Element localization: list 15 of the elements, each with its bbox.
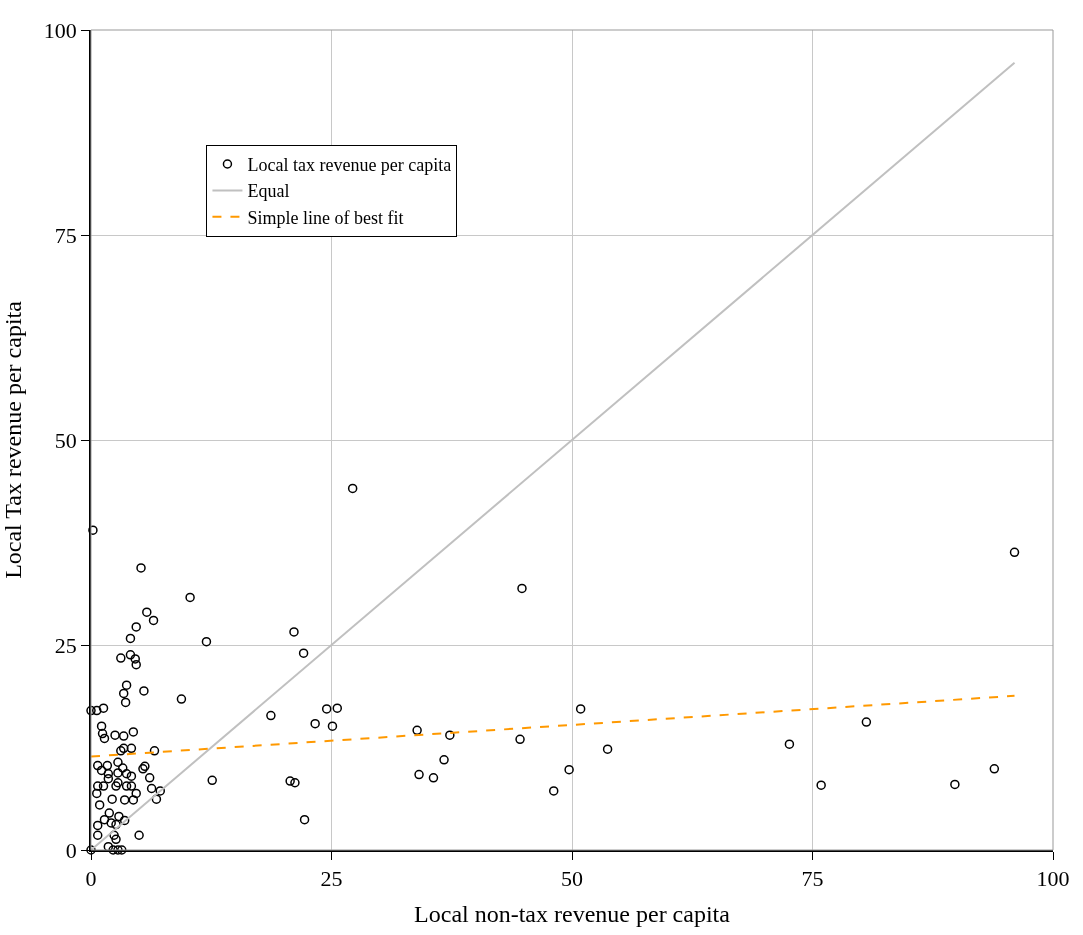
y-tick-label: 75 <box>54 222 77 248</box>
legend-label: Equal <box>247 181 290 202</box>
y-tick-label: 50 <box>54 427 77 453</box>
x-tick-label: 25 <box>320 866 343 892</box>
x-tick-label: 75 <box>801 866 824 892</box>
legend-label: Simple line of best fit <box>247 207 404 228</box>
x-tick-label: 100 <box>1036 866 1070 892</box>
x-axis-title: Local non-tax revenue per capita <box>414 900 731 927</box>
legend-label: Local tax revenue per capita <box>247 155 452 176</box>
x-tick-label: 0 <box>85 866 97 892</box>
y-axis-title: Local Tax revenue per capita <box>0 300 27 579</box>
x-tick-label: 50 <box>561 866 583 892</box>
y-tick-label: 25 <box>54 632 77 658</box>
y-tick-label: 100 <box>43 17 77 43</box>
y-tick-label: 0 <box>65 837 77 863</box>
